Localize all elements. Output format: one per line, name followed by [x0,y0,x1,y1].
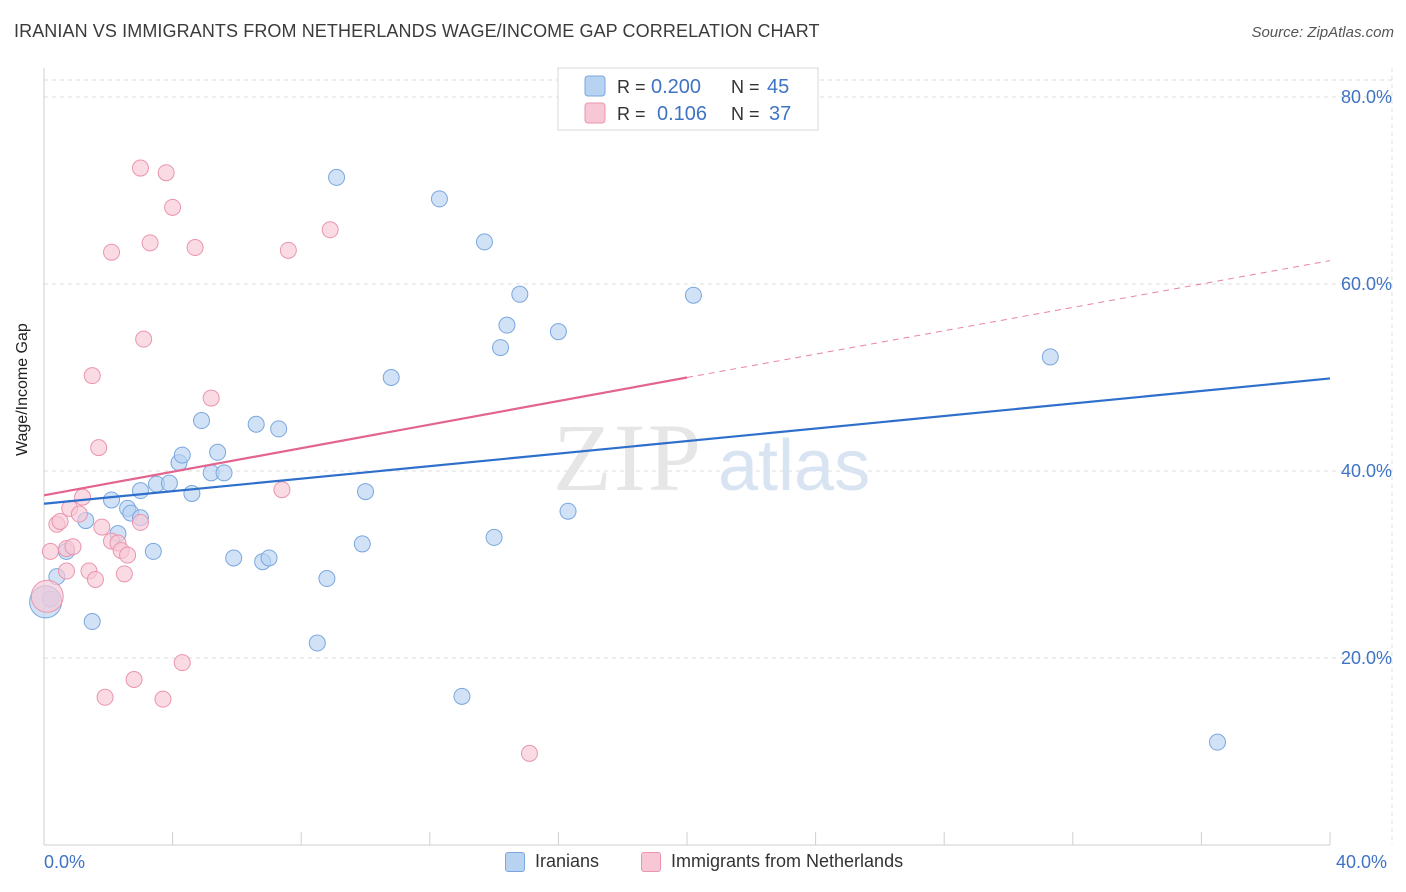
iranians-point [308,634,326,652]
iranians-point [492,339,510,357]
netherlands-point [70,505,88,523]
grid-layer [44,68,1393,845]
legend-n-value-1: 45 [767,76,789,98]
iranians-point [318,570,336,588]
iranians-point [498,316,516,334]
netherlands-point [30,579,64,613]
y-tick-label: 40.0% [1341,461,1392,481]
netherlands-point [164,198,182,216]
legend-item-iranians: Iranians [505,851,599,872]
netherlands-point [321,221,339,239]
netherlands-trend-extension [686,260,1331,378]
netherlands-point [173,654,191,672]
netherlands-point [131,159,149,177]
netherlands-point [74,488,92,506]
iranians-point [173,446,191,464]
source-credit: Source: ZipAtlas.com [1251,24,1394,41]
iranians-point [144,542,162,560]
netherlands-point [154,690,172,708]
legend-swatch [505,851,525,872]
netherlands-point [273,481,291,499]
netherlands-point [58,562,76,580]
iranians-point [1208,733,1226,751]
iranians-point [260,549,278,567]
iranians-point [453,687,471,705]
legend-n-label-2: N = [731,104,760,124]
iranians-point [549,323,567,341]
netherlands-point [157,164,175,182]
netherlands-point [186,239,204,257]
legend-item-netherlands: Immigrants from Netherlands [641,851,903,872]
points-layer [29,159,1226,762]
iranians-point [357,483,374,501]
watermark-atlas: atlas [718,426,870,506]
legend-swatch [641,851,661,872]
netherlands-point [520,744,538,762]
y-tick-label: 80.0% [1341,87,1392,107]
iranians-point [209,443,227,461]
iranians-point [83,613,101,631]
netherlands-point [41,542,59,560]
netherlands-point [119,546,137,564]
legend-swatch-netherlands [584,102,606,124]
netherlands-point [51,512,69,530]
y-tick-label: 60.0% [1341,274,1392,294]
legend-r-value-1: 0.200 [651,76,701,98]
iranians-point [160,474,178,492]
iranians-point [485,528,503,546]
netherlands-point [125,671,143,689]
watermark: ZIP atlas [553,404,870,511]
iranians-point [475,233,493,251]
legend-r-label-2: R = [617,104,646,124]
x-tick-label-max: 40.0% [1336,852,1388,872]
legend-r-value-2: 0.106 [657,103,707,125]
iranians-point [353,535,371,553]
iranians-point [328,168,346,186]
iranians-point [382,369,400,386]
iranians-point [131,482,149,500]
legend-label-iranians: Iranians [535,851,600,871]
legend-r-label-1: R = [617,77,646,97]
netherlands-trend-line [43,376,688,497]
legend-label-netherlands: Immigrants from Netherlands [671,851,904,871]
watermark-zip: ZIP [553,404,703,511]
iranians-point [511,285,529,303]
iranians-point [225,549,243,567]
netherlands-point [86,570,104,588]
stats-legend: R = 0.200 N = 45 R = 0.106 N = 37 [557,67,819,131]
x-tick-label-min: 0.0% [44,852,86,872]
iranians-point [215,464,233,482]
legend-n-label-1: N = [731,77,760,97]
netherlands-point [103,243,121,261]
iranians-point [684,286,702,304]
trend-layer [43,260,1331,505]
bottom-legend: Iranians Immigrants from Netherlands [0,851,1406,877]
netherlands-point [141,234,159,252]
iranians-point [193,412,211,430]
netherlands-point [83,367,101,385]
iranians-point [559,502,577,520]
y-tick-label: 20.0% [1341,648,1392,668]
netherlands-point [115,565,133,583]
netherlands-point [131,513,149,531]
netherlands-point [135,330,153,348]
iranians-trend-line [43,377,1331,505]
iranians-point [247,415,265,433]
iranians-point [430,190,448,208]
netherlands-point [90,439,108,457]
legend-n-value-2: 37 [769,103,791,125]
iranians-point [1041,348,1059,366]
axis-layer: 20.0% 40.0% 60.0% 80.0% [43,68,1392,846]
netherlands-point [64,538,82,556]
chart-title: IRANIAN VS IMMIGRANTS FROM NETHERLANDS W… [14,21,820,41]
iranians-point [270,420,288,438]
netherlands-point [279,241,297,259]
netherlands-point [93,518,111,536]
iranians-point [103,491,121,509]
legend-swatch-iranians [584,75,606,97]
netherlands-point [202,389,220,407]
netherlands-point [96,688,114,706]
